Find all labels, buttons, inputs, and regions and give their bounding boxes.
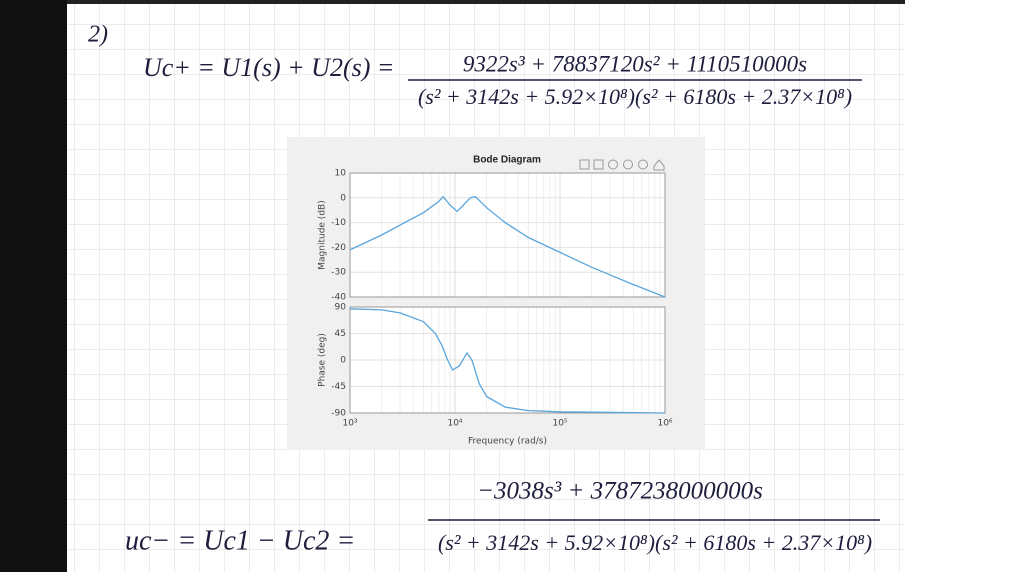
y-axis-label: Phase (deg)	[318, 333, 328, 387]
equation-denominator: (s² + 3142s + 5.92×10⁸)(s² + 6180s + 2.3…	[418, 84, 852, 109]
toolbar-icon[interactable]	[608, 159, 618, 170]
y-tick-label: 0	[340, 193, 346, 203]
equation-numerator: −3038s³ + 3787238000000s	[477, 478, 763, 505]
y-tick-label: 90	[335, 303, 347, 313]
equation-denominator: (s² + 3142s + 5.92×10⁸)(s² + 6180s + 2.3…	[438, 530, 872, 555]
toolbar-icon[interactable]	[579, 159, 590, 170]
y-tick-label: -40	[331, 293, 346, 303]
y-tick-label: 0	[340, 356, 346, 366]
y-tick-label: -90	[331, 409, 346, 419]
axes-frame	[349, 172, 666, 298]
axes-frame	[349, 306, 666, 414]
x-axis-label: Frequency (rad/s)	[468, 437, 547, 447]
left-border	[0, 0, 67, 572]
equation-lhs: Uc+ = U1(s) + U2(s) =	[143, 53, 394, 82]
y-tick-label: -20	[331, 243, 346, 253]
figure-toolbar	[579, 159, 665, 171]
toolbar-icon[interactable]	[593, 159, 604, 170]
x-tick-label: 10³	[342, 419, 357, 429]
x-tick-label: 10⁶	[657, 419, 672, 429]
y-tick-label: 10	[335, 169, 347, 179]
toolbar-icon[interactable]	[623, 159, 633, 170]
x-tick-label: 10⁵	[552, 419, 567, 429]
chart-title: Bode Diagram	[473, 155, 541, 166]
equation-numerator: 9322s³ + 78837120s² + 1110510000s	[463, 51, 807, 76]
y-tick-label: -30	[331, 268, 346, 278]
y-tick-label: 45	[335, 329, 346, 339]
x-tick-label: 10⁴	[447, 419, 462, 429]
toolbar-icon[interactable]	[638, 159, 648, 170]
line-series	[349, 195, 666, 298]
y-axis-label: Magnitude (dB)	[318, 200, 328, 269]
toolbar-icon[interactable]	[653, 159, 665, 171]
equation-lhs: uc− = Uc1 − Uc2 =	[125, 525, 355, 556]
problem-label: 2)	[88, 22, 108, 48]
y-tick-label: -10	[331, 218, 346, 228]
y-tick-label: -45	[331, 382, 346, 392]
top-border	[67, 0, 905, 4]
line-series	[349, 308, 666, 414]
